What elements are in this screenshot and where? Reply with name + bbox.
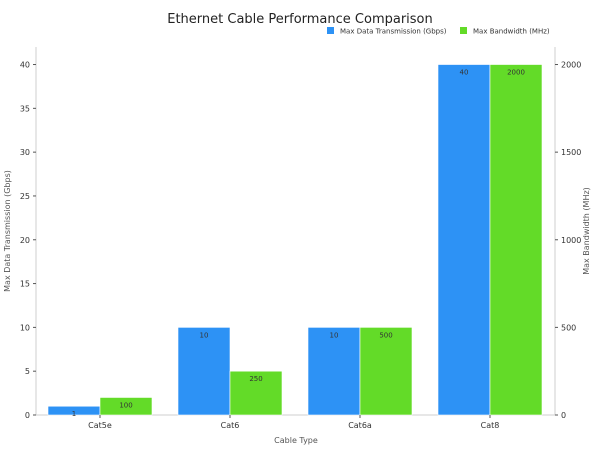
x-tick-label-cat6a: Cat6a [348,421,372,430]
left-tick-label: 35 [20,104,30,113]
left-tick-label: 20 [20,236,30,245]
left-tick-label: 30 [20,148,30,157]
left-tick-label: 0 [25,411,30,420]
bar-cat6a-series-2 [359,327,413,416]
bar-label-cat6a-series-2: 500 [379,331,392,339]
bar-label-cat6-series-2: 250 [249,375,262,383]
bar-cat5e-series-2 [99,397,153,416]
x-axis-title: Cable Type [274,436,318,445]
bar-cat6-series-2 [229,370,283,416]
bars [47,64,543,416]
left-tick-label: 5 [25,367,30,376]
left-tick-label: 40 [20,61,30,70]
bar-label-cat8-series-2: 2000 [507,69,525,77]
right-tick-label: 1000 [561,236,581,245]
chart-title: Ethernet Cable Performance Comparison [167,12,433,27]
right-tick-label: 2000 [561,61,581,70]
bar-cat8-series-2 [489,64,543,416]
x-tick-label-cat6: Cat6 [221,421,240,430]
left-tick-label: 15 [20,280,30,289]
left-tick-label: 10 [20,323,30,332]
right-tick-label: 500 [561,323,576,332]
left-tick-label: 25 [20,192,30,201]
legend-swatch-series-2 [460,27,467,34]
bar-label-cat5e-series-1: 1 [72,410,76,418]
legend-label-series-2: Max Bandwidth (MHz) [473,28,550,36]
legend-swatch-series-1 [327,27,334,34]
bar-cat6a-series-1 [307,327,361,416]
right-axis-title: Max Bandwidth (MHz) [582,187,591,275]
legend-label-series-1: Max Data Transmission (Gbps) [340,28,447,36]
right-tick-label: 1500 [561,148,581,157]
x-tick-label-cat8: Cat8 [481,421,500,430]
right-tick-label: 0 [561,411,566,420]
left-axis-title: Max Data Transmission (Gbps) [3,170,12,292]
bar-label-cat5e-series-2: 100 [119,401,132,409]
right-axis-ticks: 0 500 1000 1500 2000 [555,61,581,420]
bar-labels: 1 100 10 250 10 500 40 2000 [72,69,525,419]
bar-cat6-series-1 [177,327,231,416]
bar-label-cat6a-series-1: 10 [330,331,339,339]
x-tick-label-cat5e: Cat5e [88,421,112,430]
legend: Max Data Transmission (Gbps) Max Bandwid… [327,27,550,36]
bar-label-cat8-series-1: 40 [460,69,469,77]
bar-label-cat6-series-1: 10 [200,331,209,339]
x-axis-ticks: Cat5e Cat6 Cat6a Cat8 [88,415,499,430]
bar-cat8-series-1 [437,64,491,416]
left-axis-ticks: 0 5 10 15 20 25 30 35 40 [20,61,36,420]
